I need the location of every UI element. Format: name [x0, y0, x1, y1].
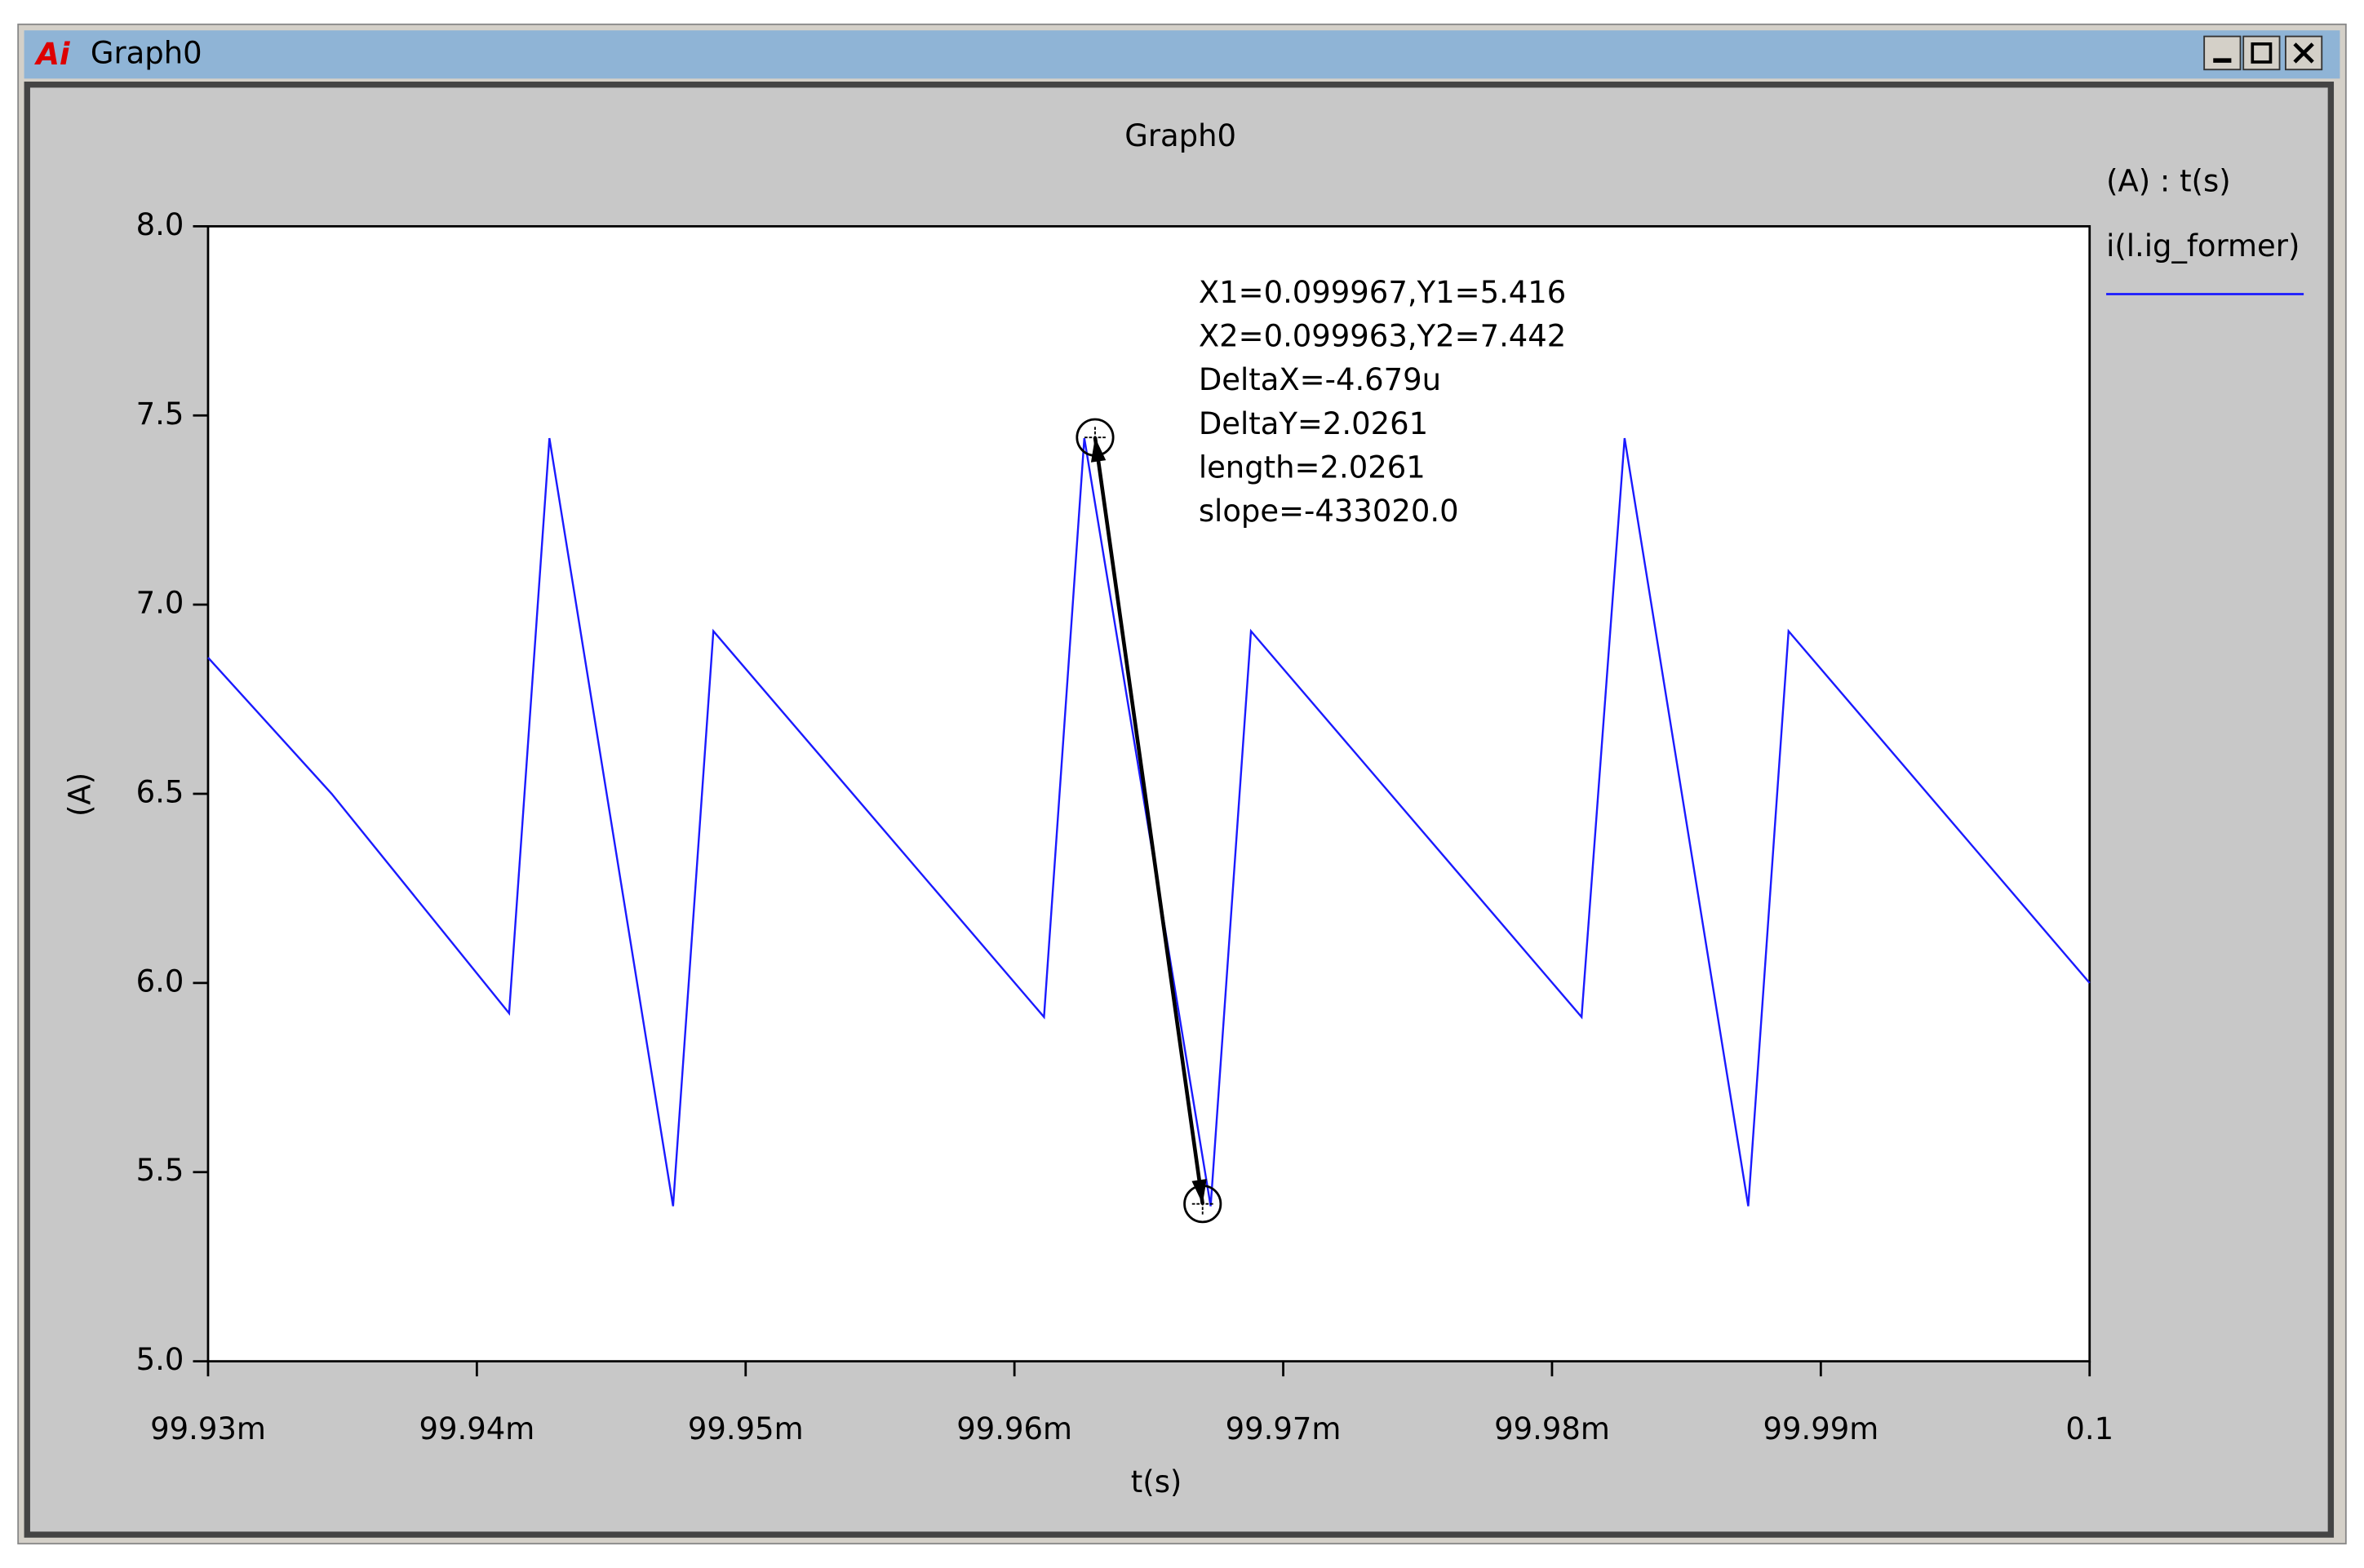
minimize-button[interactable] [2203, 35, 2242, 71]
x-tick-label: 99.93m [150, 1411, 266, 1446]
measure-annotation: DeltaY=2.0261 [1199, 406, 1428, 441]
legend-label: i(l.ig_former) [2106, 228, 2300, 264]
measure-annotation: X1=0.099967,Y1=5.416 [1199, 275, 1567, 310]
x-tick-label: 99.98m [1494, 1411, 1610, 1446]
cursor-cross [1191, 1193, 1213, 1215]
y-tick-label: 6.5 [136, 775, 184, 810]
close-icon [2293, 42, 2314, 64]
y-tick-label: 8.0 [136, 207, 184, 242]
chart-title: Graph0 [1124, 118, 1236, 153]
measure-annotation: X2=0.099963,Y2=7.442 [1199, 319, 1567, 354]
title-bar [24, 30, 2340, 79]
y-tick-label: 6.0 [136, 963, 184, 999]
cursor-marker [1183, 1185, 1222, 1224]
data-line [207, 437, 2091, 1207]
legend-title: (A) : t(s) [2106, 163, 2231, 198]
window-title: Graph0 [91, 35, 202, 70]
x-tick-label: 0.1 [2065, 1411, 2113, 1446]
x-tick-label: 99.94m [419, 1411, 534, 1446]
maximize-button[interactable] [2242, 35, 2281, 71]
app-icon: Ai [33, 37, 71, 72]
x-tick-label: 99.97m [1226, 1411, 1342, 1446]
measure-annotation: DeltaX=-4.679u [1199, 362, 1441, 397]
cursor-cross [1084, 427, 1106, 449]
y-tick-label: 7.0 [136, 586, 184, 621]
y-axis-label: (A) [62, 773, 97, 817]
x-axis-label: t(s) [1131, 1464, 1182, 1499]
cursor-marker [1076, 418, 1115, 457]
measure-arrow [1093, 436, 1205, 1205]
plot-area [206, 225, 2091, 1363]
y-tick-label: 5.0 [136, 1342, 184, 1377]
x-tick-label: 99.96m [956, 1411, 1072, 1446]
maximize-icon [2251, 42, 2273, 64]
x-tick-label: 99.95m [688, 1411, 804, 1446]
measure-annotation: length=2.0261 [1199, 450, 1426, 485]
y-tick-label: 5.5 [136, 1153, 184, 1188]
measure-annotation: slope=-433020.0 [1199, 494, 1459, 529]
window-buttons [2203, 35, 2323, 71]
y-tick-label: 7.5 [136, 396, 184, 432]
x-tick-label: 99.99m [1763, 1411, 1878, 1446]
